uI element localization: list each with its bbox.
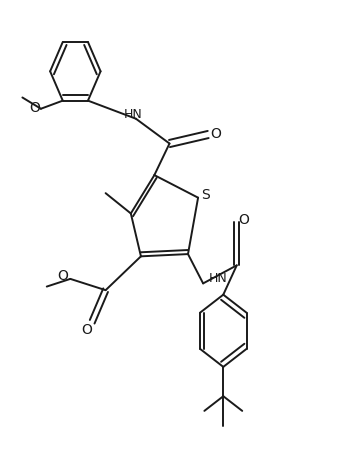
Text: O: O xyxy=(82,323,93,337)
Text: O: O xyxy=(210,128,221,142)
Text: HN: HN xyxy=(124,108,143,121)
Text: HN: HN xyxy=(209,272,228,286)
Text: O: O xyxy=(239,213,250,227)
Text: O: O xyxy=(58,269,68,283)
Text: S: S xyxy=(201,188,210,202)
Text: O: O xyxy=(29,101,40,115)
